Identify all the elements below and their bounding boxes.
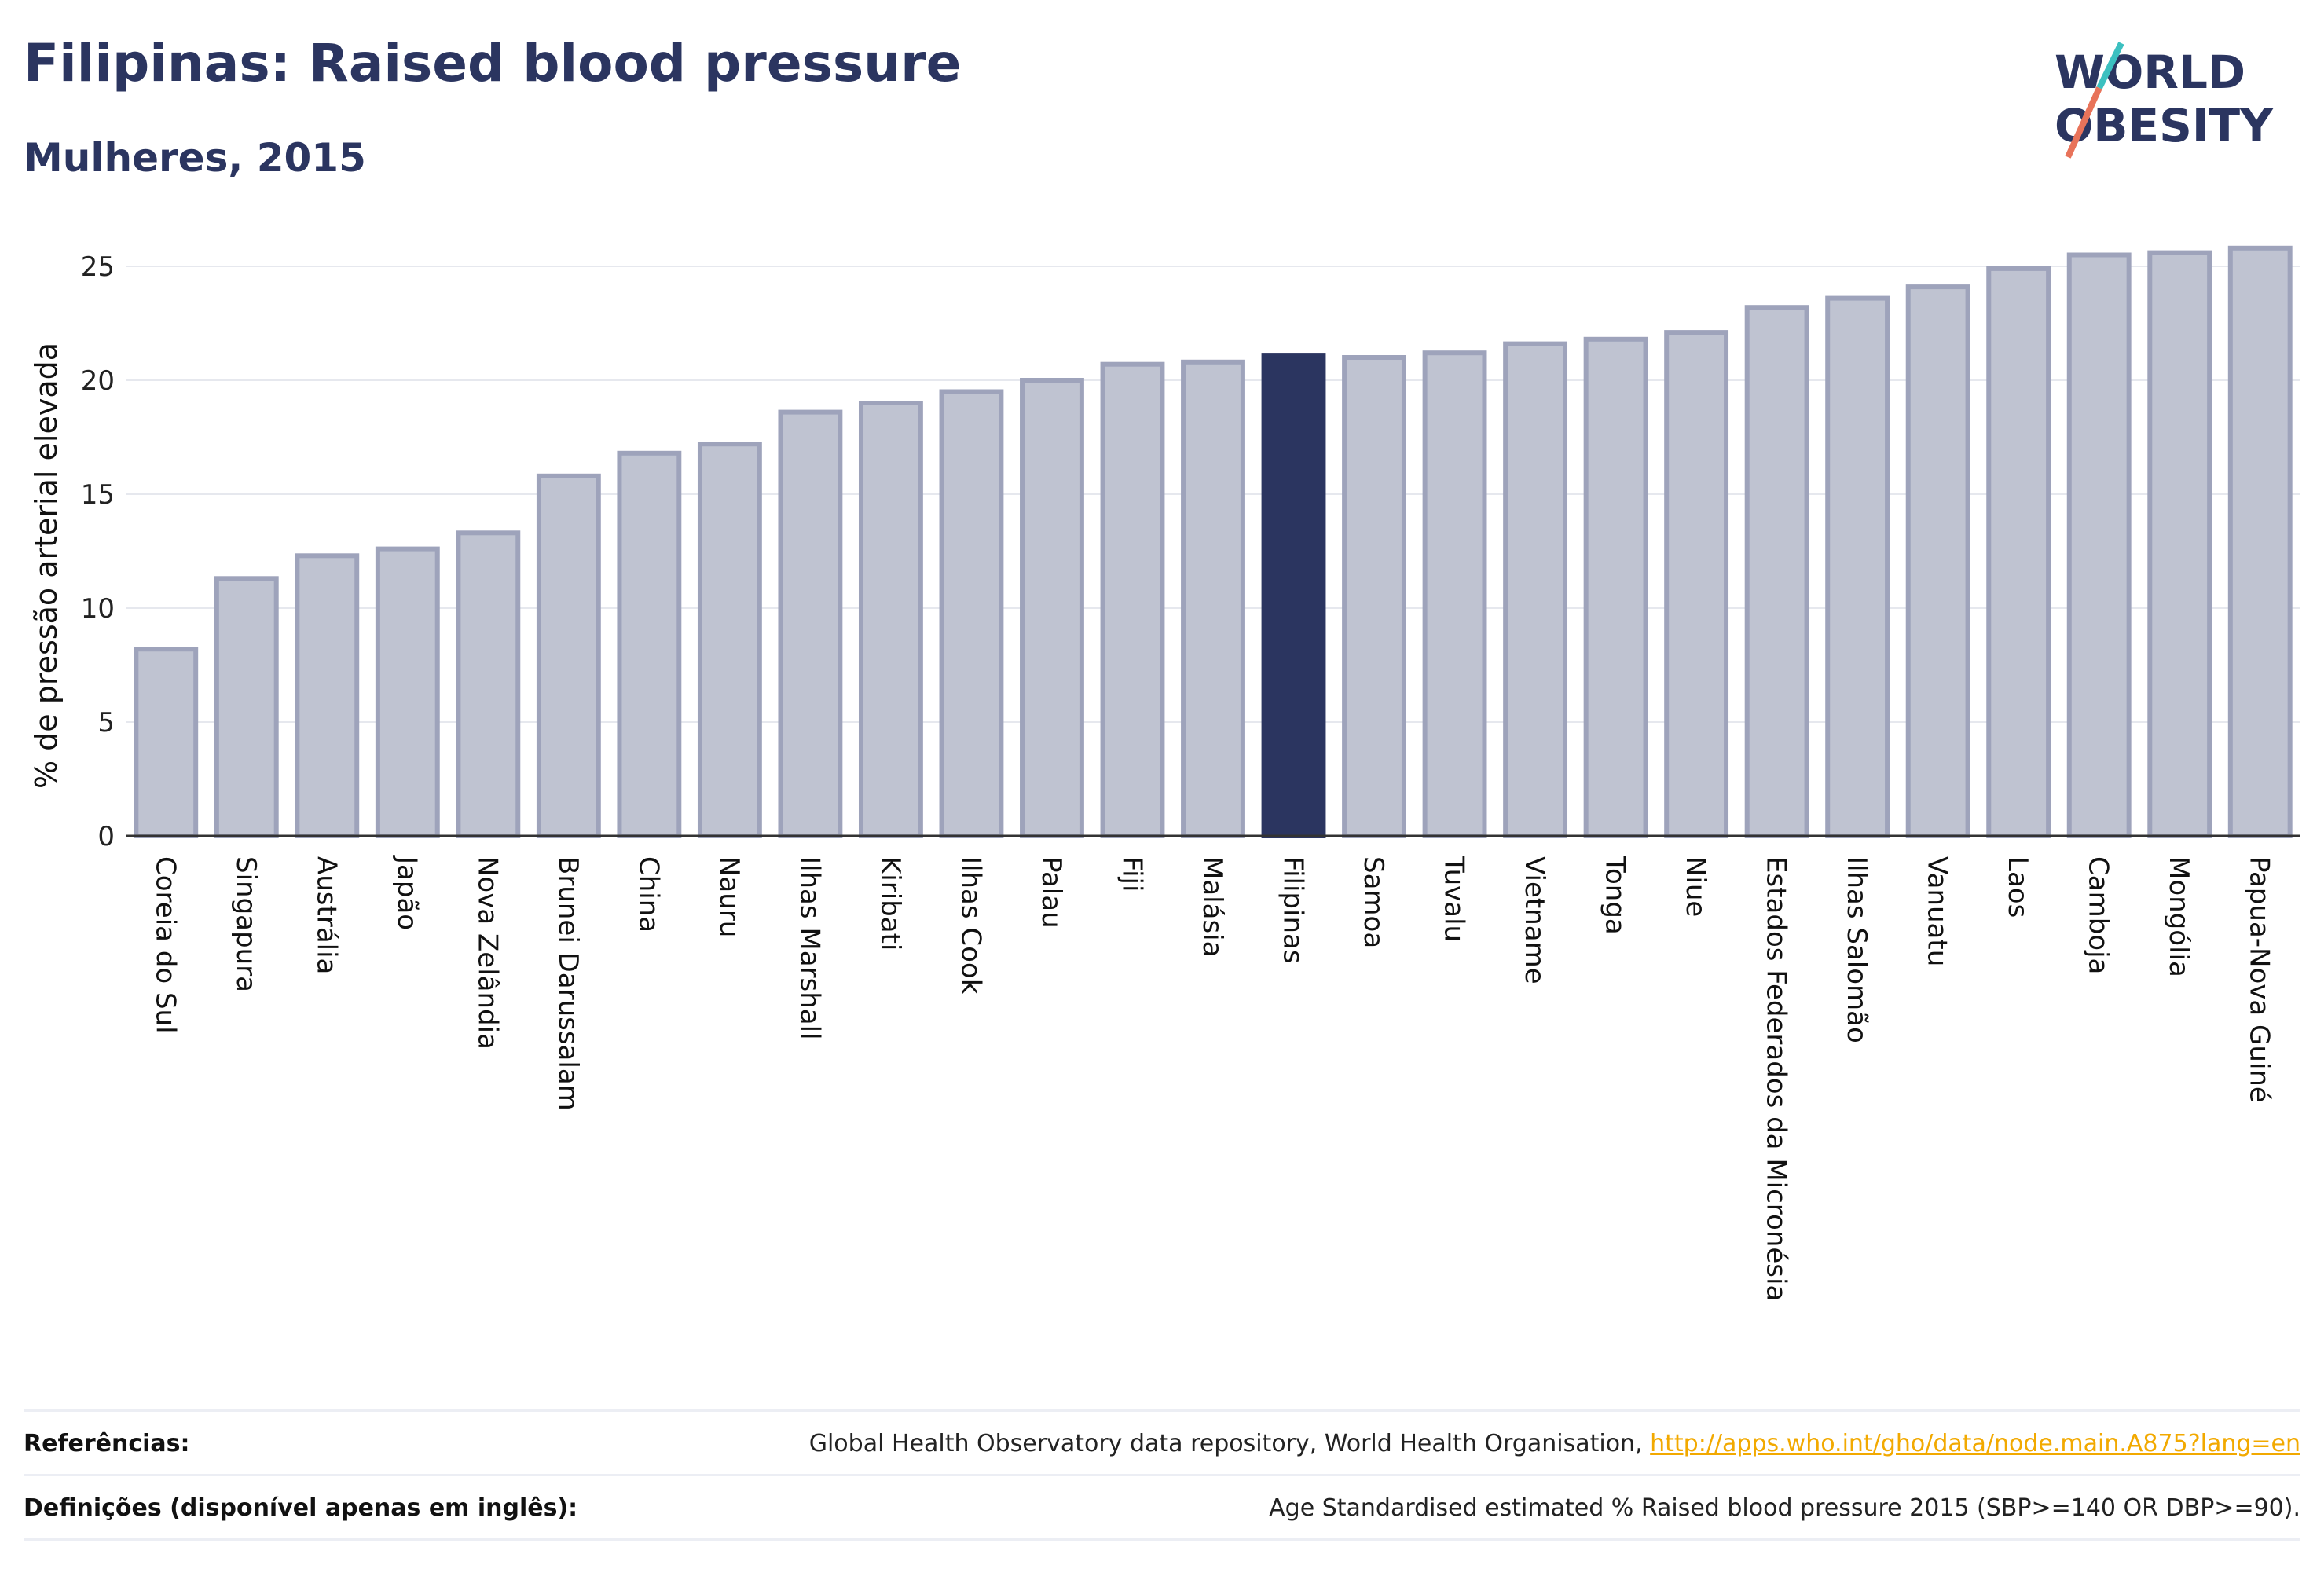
x-tick-label: Filipinas xyxy=(1277,856,1309,964)
x-tick-label: Ilhas Marshall xyxy=(794,856,825,1040)
x-tick-label: Camboja xyxy=(2083,856,2114,974)
bar xyxy=(1422,350,1487,838)
chart-title: Filipinas: Raised blood pressure xyxy=(24,33,962,93)
x-tick-label: Palau xyxy=(1036,856,1067,929)
x-tick-label: Laos xyxy=(2002,856,2033,918)
bar xyxy=(2147,250,2212,839)
world-obesity-logo: WORLD OBESITY xyxy=(2055,42,2274,159)
references-value: Global Health Observatory data repositor… xyxy=(809,1430,2300,1457)
x-tick-label: Vanuatu xyxy=(1922,856,1953,966)
x-tick-label: Papua-Nova Guiné xyxy=(2244,856,2275,1103)
x-tick-label: Tuvalu xyxy=(1439,856,1470,942)
bar xyxy=(375,546,440,838)
y-tick-label: 10 xyxy=(81,593,115,625)
y-tick-label: 15 xyxy=(81,479,115,511)
references-link[interactable]: http://apps.who.int/gho/data/node.main.A… xyxy=(1650,1429,2300,1457)
x-tick-label: Mongólia xyxy=(2163,856,2194,977)
bars xyxy=(134,245,2293,839)
references-text: Global Health Observatory data repositor… xyxy=(808,1429,1651,1457)
bar xyxy=(1020,378,1084,838)
bar xyxy=(2066,252,2132,838)
bar xyxy=(939,389,1004,838)
footer-divider xyxy=(24,1538,2300,1541)
y-tick-label: 0 xyxy=(97,821,115,852)
bar xyxy=(1342,355,1406,838)
x-tick-label: Austrália xyxy=(310,856,342,974)
x-tick-label: Vietname xyxy=(1519,856,1550,984)
x-tick-label: Nova Zelândia xyxy=(471,856,503,1050)
bar xyxy=(1664,330,1729,839)
definitions-row: Definições (disponível apenas em inglês)… xyxy=(24,1474,2300,1539)
references-row: Referências: Global Health Observatory d… xyxy=(24,1409,2300,1475)
logo-slash-coral xyxy=(2065,86,2102,159)
y-axis-label: % de pressão arterial elevada xyxy=(29,343,64,789)
bar-highlighted xyxy=(1261,353,1326,839)
bar xyxy=(617,450,682,838)
bar xyxy=(1744,305,1809,838)
bar xyxy=(1986,266,2051,838)
logo-slash-teal xyxy=(2096,42,2124,90)
category-labels: Coreia do Sul Singapura Austrália Japão Nova… xyxy=(149,855,2275,1301)
bar xyxy=(214,576,279,838)
bar-chart: 0 5 10 15 20 25 Coreia do Sul Singapura Austrál… xyxy=(29,245,2300,1301)
bar xyxy=(1100,361,1165,838)
bar xyxy=(778,409,843,838)
bar xyxy=(536,473,601,838)
bar xyxy=(2227,245,2293,838)
references-label: Referências: xyxy=(24,1429,190,1457)
definitions-label: Definições (disponível apenas em inglês)… xyxy=(24,1494,578,1522)
x-tick-label: Brunei Darussalam xyxy=(552,856,584,1111)
bar xyxy=(1181,359,1245,838)
y-tick-label: 25 xyxy=(81,251,115,283)
x-tick-label: Singapura xyxy=(230,856,262,992)
axes: 0 5 10 15 20 25 xyxy=(81,251,2300,852)
bar xyxy=(1905,284,1970,839)
bar xyxy=(295,553,360,838)
x-tick-label: Malásia xyxy=(1197,856,1228,957)
x-tick-label: Estados Federados da Micronésia xyxy=(1761,856,1792,1301)
bar xyxy=(697,442,762,838)
bar xyxy=(858,401,923,838)
x-tick-label: Coreia do Sul xyxy=(149,856,181,1034)
x-tick-label: China xyxy=(632,856,664,933)
chart-subtitle: Mulheres, 2015 xyxy=(24,135,366,181)
x-tick-label: Fiji xyxy=(1116,856,1147,892)
x-tick-label: Japão xyxy=(391,855,423,930)
bar xyxy=(134,647,199,839)
x-tick-label: Nauru xyxy=(713,856,745,937)
x-tick-label: Kiribati xyxy=(874,856,906,951)
bar xyxy=(1583,336,1648,838)
logo-line1: WORLD xyxy=(2055,46,2245,99)
x-tick-label: Tonga xyxy=(1600,856,1631,935)
bar xyxy=(1825,295,1890,839)
x-tick-label: Ilhas Cook xyxy=(955,856,986,995)
x-tick-label: Ilhas Salomão xyxy=(1841,856,1872,1043)
x-tick-label: Niue xyxy=(1680,856,1711,917)
y-tick-label: 5 xyxy=(97,707,115,739)
y-tick-label: 20 xyxy=(81,365,115,397)
bar xyxy=(1503,341,1568,839)
x-tick-label: Samoa xyxy=(1358,856,1389,948)
definitions-text: Age Standardised estimated % Raised bloo… xyxy=(1269,1494,2300,1522)
bar xyxy=(456,530,521,838)
